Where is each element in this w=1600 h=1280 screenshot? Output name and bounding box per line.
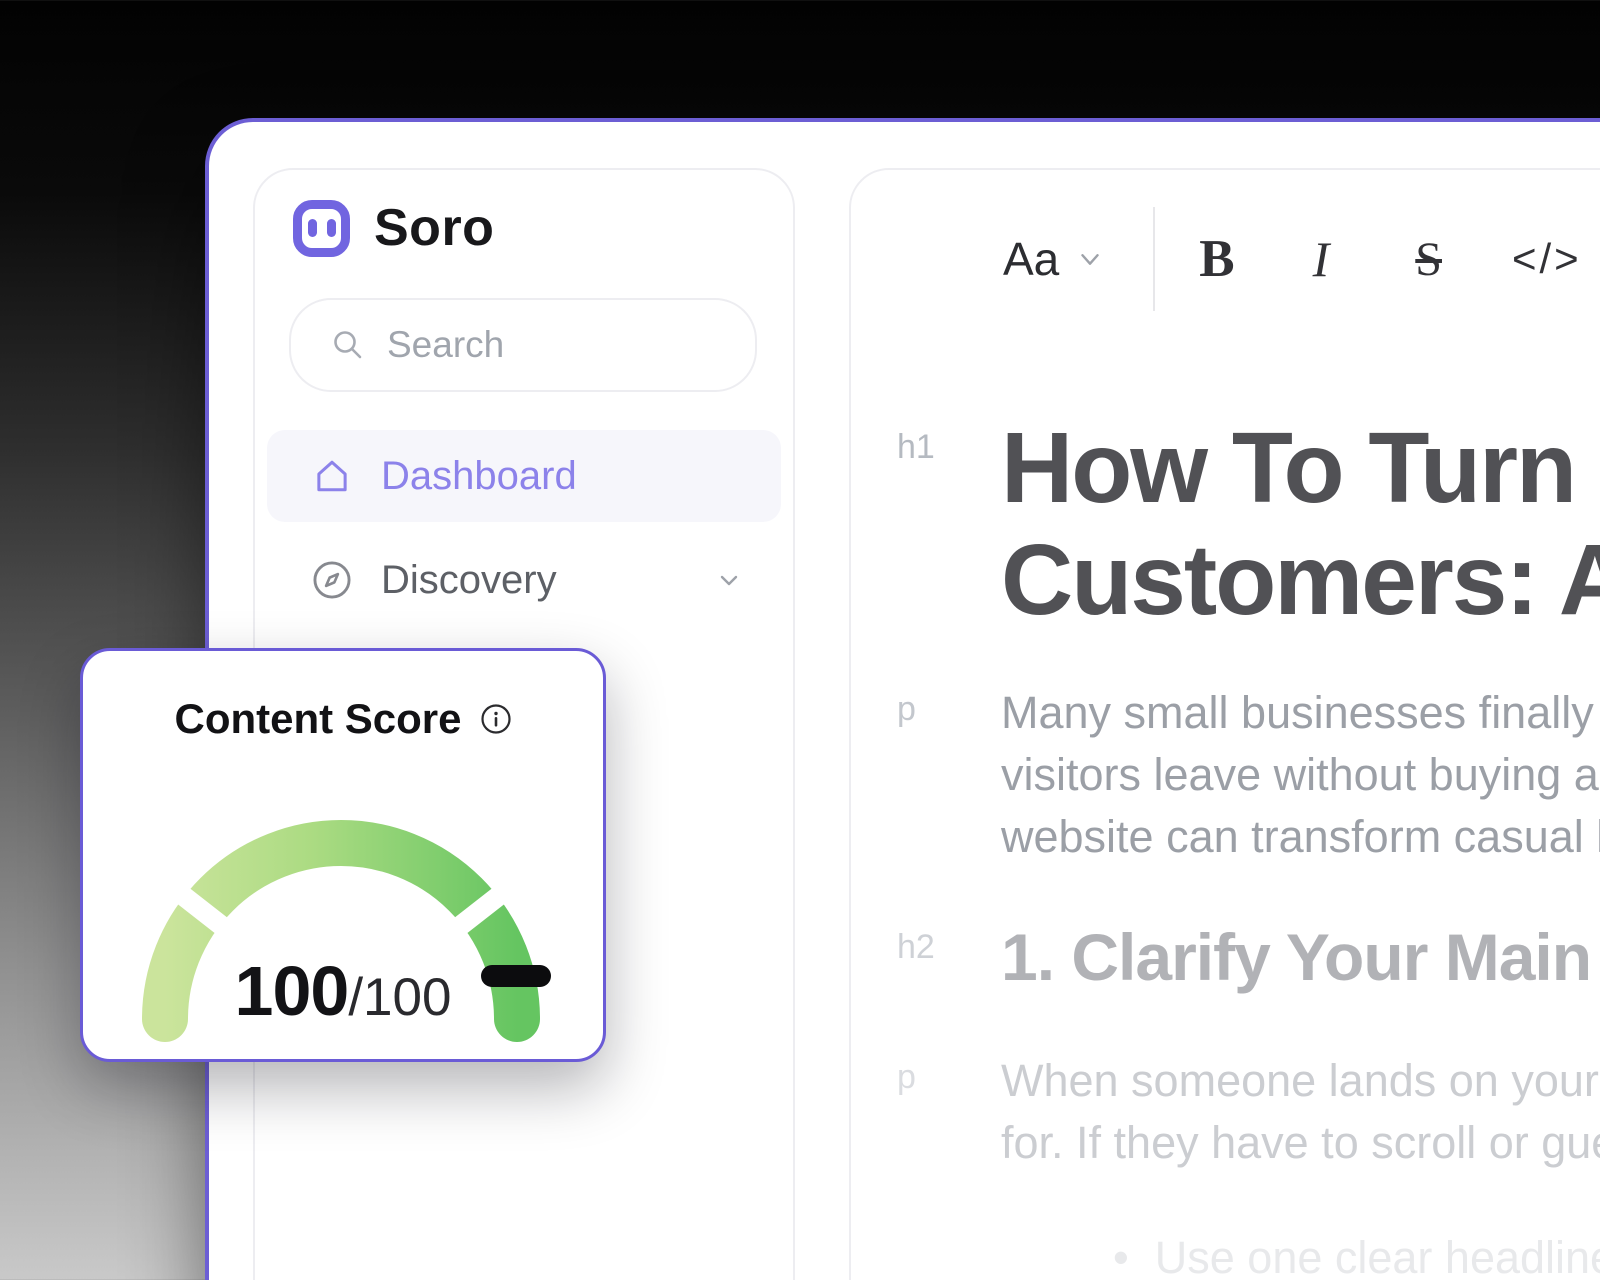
heading1-block: h1 How To Turn Customers: A <box>851 412 1600 636</box>
text-style-dropdown[interactable]: Aa <box>1003 232 1105 286</box>
strikethrough-button[interactable]: S <box>1415 232 1442 286</box>
sidebar-item-label: Discovery <box>381 557 557 602</box>
content-score-header: Content Score <box>83 695 603 743</box>
bullet-text: •Use one clear headline that <box>1001 1232 1600 1280</box>
block-tag-h1: h1 <box>897 428 935 466</box>
info-icon[interactable] <box>480 703 512 735</box>
home-icon <box>317 460 347 492</box>
code-button[interactable]: </> <box>1511 235 1582 282</box>
block-tag-p: p <box>897 1058 916 1096</box>
gauge-gap-left <box>169 881 236 940</box>
logo-eye-right <box>326 219 336 237</box>
content-score-card: Content Score 100 /100 <box>80 648 606 1062</box>
gauge-arc <box>142 820 540 1042</box>
bullet-block: •Use one clear headline that <box>851 1232 1600 1280</box>
search-input[interactable] <box>387 324 717 366</box>
gauge-needle <box>481 965 551 987</box>
paragraph-text: When someone lands on your h for. If the… <box>1001 1055 1600 1168</box>
content-score-title: Content Score <box>174 695 462 742</box>
block-tag-h2: h2 <box>897 928 935 966</box>
text-style-label: Aa <box>1003 233 1060 285</box>
score-value: 100 <box>234 952 350 1030</box>
brand-name: Soro <box>374 199 495 257</box>
soro-logo-icon <box>293 199 350 257</box>
bullet-marker: • <box>1113 1232 1129 1280</box>
editor-toolbar: Aa B I S </> <box>851 170 1600 348</box>
gauge-gap-right <box>446 881 513 940</box>
score-gauge <box>142 820 551 1042</box>
editor-panel: Aa B I S </> h1 How To Turn Customers: A… <box>849 168 1600 1280</box>
heading2-text: 1. Clarify Your Main <box>1001 920 1592 994</box>
score-value-row: 100 /100 <box>83 951 603 1031</box>
sidebar-nav: Dashboard Discovery <box>267 430 781 638</box>
bold-button[interactable]: B <box>1199 230 1235 288</box>
editor-content[interactable]: h1 How To Turn Customers: A p Many small… <box>851 412 1600 1280</box>
heading2-block: h2 1. Clarify Your Main <box>851 918 1600 996</box>
sidebar-item-dashboard[interactable]: Dashboard <box>267 430 781 522</box>
compass-icon <box>313 561 351 599</box>
paragraph-block: p Many small businesses finally s visito… <box>851 682 1600 868</box>
sidebar-item-discovery[interactable]: Discovery <box>267 534 781 626</box>
chevron-down-icon <box>720 575 738 586</box>
paragraph-block: p When someone lands on your h for. If t… <box>851 1050 1600 1174</box>
italic-button[interactable]: I <box>1312 231 1330 287</box>
score-denominator: /100 <box>348 968 452 1027</box>
logo-eye-left <box>307 219 317 237</box>
chevron-down-icon <box>1081 254 1099 265</box>
toolbar-divider <box>1153 207 1156 311</box>
search-box[interactable] <box>289 298 757 392</box>
heading1-text: How To Turn Customers: A <box>1001 412 1600 636</box>
sidebar-item-label: Dashboard <box>381 453 577 498</box>
search-icon <box>334 331 362 359</box>
paragraph-text: Many small businesses finally s visitors… <box>1001 687 1600 862</box>
brand: Soro <box>293 198 494 258</box>
block-tag-p: p <box>897 690 916 728</box>
